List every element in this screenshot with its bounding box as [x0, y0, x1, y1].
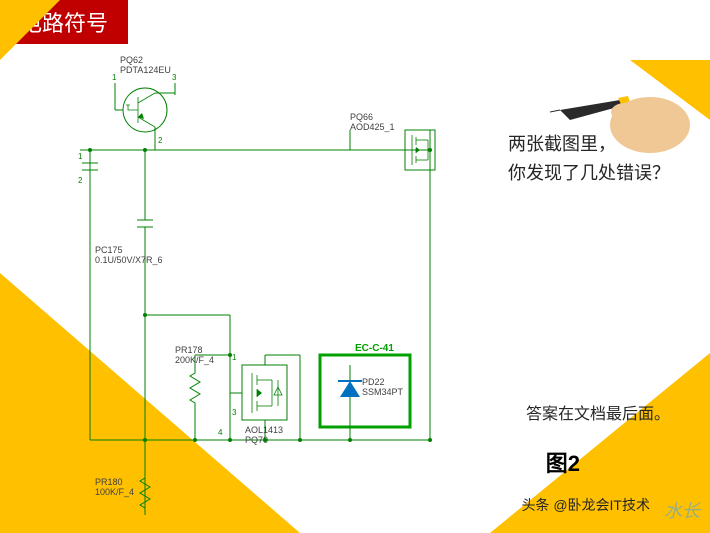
error-label: EC-C-41 — [355, 343, 394, 354]
component-PC175: PC175 0.1U/50V/X7R_6 — [95, 205, 163, 265]
credit-prefix: 头条 @ — [521, 497, 567, 513]
component-PQ62: 1 3 2 PQ62 PDTA124EU — [112, 55, 177, 150]
slide: 电路符号 — [0, 0, 710, 533]
pin-2: 2 — [78, 176, 83, 185]
ref-AOL1413: AOL1413 — [245, 425, 283, 435]
circuit-schematic: 1 2 1 3 2 PQ62 PDTA124EU — [50, 55, 470, 515]
val-PC175: 0.1U/50V/X7R_6 — [95, 255, 163, 265]
ref-PQ66: PQ66 — [350, 112, 373, 122]
pin-1: 1 — [232, 353, 237, 362]
ref-PC175: PC175 — [95, 245, 123, 255]
question-line2: 你发现了几处错误？ — [508, 159, 670, 188]
pin-1: 1 — [112, 73, 117, 82]
pin-1: 1 — [78, 152, 83, 161]
component-PR178: PR178 200K/F_4 — [175, 345, 230, 440]
ref-PD22: PD22 — [362, 377, 385, 387]
val-PR180: 100K/F_4 — [95, 487, 134, 497]
ref-PR178: PR178 — [175, 345, 203, 355]
pin-3: 3 — [172, 73, 177, 82]
pin-2: 2 — [158, 136, 163, 145]
diode-triangle-icon — [340, 381, 360, 397]
component-PD22: EC-C-41 PD22 SSM34PT — [320, 343, 430, 440]
decor-triangle-tl — [0, 0, 60, 60]
credit-line: 头条 @卧龙会IT技术 — [521, 495, 650, 515]
ref-PQ62: PQ62 — [120, 55, 143, 65]
question-line1: 两张截图里， — [508, 130, 670, 159]
component-PR180: PR180 100K/F_4 — [95, 470, 150, 515]
credit-name: 卧龙会IT技术 — [568, 497, 650, 513]
val-PR178: 200K/F_4 — [175, 355, 214, 365]
watermark: 水长 — [664, 497, 700, 523]
pin-4: 4 — [218, 428, 223, 437]
question-text: 两张截图里， 你发现了几处错误？ — [508, 130, 670, 188]
val-PD22: SSM34PT — [362, 387, 404, 397]
component-PQ66: PQ66 AOD425_1 — [350, 112, 435, 170]
pin-3: 3 — [232, 408, 237, 417]
ref-PR180: PR180 — [95, 477, 123, 487]
figure-label: 图2 — [546, 446, 580, 478]
answer-hint: 答案在文档最后面。 — [526, 400, 670, 424]
val-PQ66: AOD425_1 — [350, 122, 395, 132]
component-cap-unnamed: 1 2 — [78, 150, 98, 185]
val-PQ62: PDTA124EU — [120, 65, 171, 75]
